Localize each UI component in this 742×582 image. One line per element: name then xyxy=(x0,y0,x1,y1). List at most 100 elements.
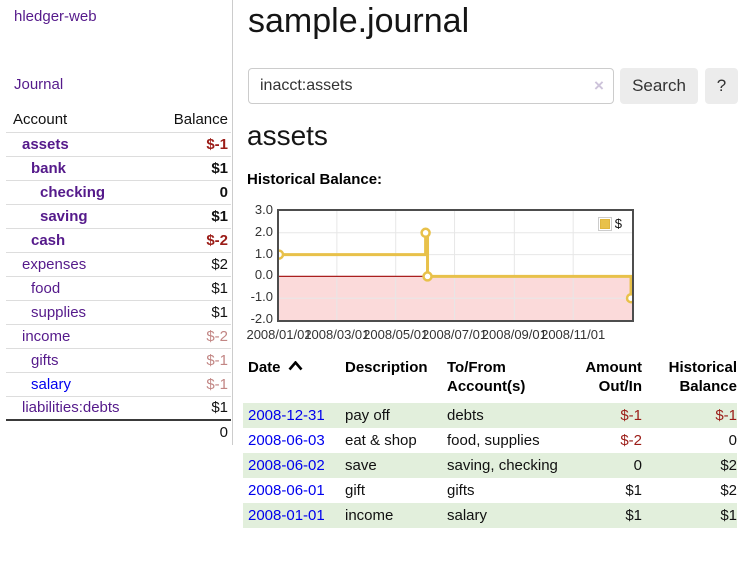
x-axis-tick-label: 2008/07/01 xyxy=(421,327,488,342)
register-header-amount-out-in[interactable]: Amount Out/In xyxy=(577,358,642,403)
account-heading: assets xyxy=(247,120,328,151)
account-balance: $1 xyxy=(155,155,231,180)
account-name-cell[interactable]: salary xyxy=(6,371,156,396)
transaction-date-link[interactable]: 2008-01-01 xyxy=(248,507,325,524)
brand-link[interactable]: hledger-web xyxy=(14,8,97,25)
search-form: × Search ? xyxy=(243,68,738,104)
register-description-cell: save xyxy=(345,457,377,474)
account-link-salary[interactable]: salary xyxy=(31,375,72,393)
accounts-total-value: 0 xyxy=(155,419,231,444)
register-date-cell[interactable]: 2008-06-02 xyxy=(243,453,345,478)
register-amount-cell: 0 xyxy=(633,457,642,474)
account-row: bank $1 xyxy=(6,155,231,180)
account-link-food[interactable]: food xyxy=(31,279,61,297)
account-name-cell[interactable]: cash xyxy=(6,227,156,252)
account-link-bank[interactable]: bank xyxy=(31,159,67,177)
transaction-date-link[interactable]: 2008-06-01 xyxy=(248,482,325,499)
x-axis-tick-label: 2008/09/01 xyxy=(481,327,547,342)
register-amount-cell: $-1 xyxy=(620,407,642,424)
y-axis-tick-label: 1.0 xyxy=(254,245,273,261)
register-header-row: Date Description To/From Account(s) Amount … xyxy=(243,358,737,403)
account-name-cell[interactable]: liabilities:debts xyxy=(6,395,156,420)
data-point-marker xyxy=(420,227,431,239)
transaction-date-link[interactable]: 2008-06-02 xyxy=(248,457,325,474)
y-axis-tick-label: -2.0 xyxy=(250,311,273,326)
main-content: sample.journal × Search ? assets Histori… xyxy=(243,0,738,582)
accounts-header-account: Account xyxy=(13,111,68,129)
chart-plot-area[interactable]: $ xyxy=(277,209,634,322)
account-name-cell[interactable]: gifts xyxy=(6,347,156,372)
account-link-checking[interactable]: checking xyxy=(40,183,106,201)
account-name-cell[interactable]: checking xyxy=(6,179,156,204)
account-name-cell[interactable]: bank xyxy=(6,155,156,180)
register-date-cell[interactable]: 2008-01-01 xyxy=(243,503,345,528)
account-row: saving $1 xyxy=(6,203,231,228)
clear-search-icon[interactable]: × xyxy=(594,76,604,95)
register-balance-cell: 0 xyxy=(728,432,737,449)
y-axis-tick-label: -1.0 xyxy=(250,289,273,305)
account-balance: $2 xyxy=(155,251,231,276)
account-link-cash[interactable]: cash xyxy=(31,231,66,249)
account-link-liabilities-debts[interactable]: liabilities:debts xyxy=(22,399,120,417)
account-link-saving[interactable]: saving xyxy=(40,207,88,225)
legend-label: $ xyxy=(614,216,622,231)
account-link-gifts[interactable]: gifts xyxy=(31,351,59,369)
account-balance: 0 xyxy=(155,179,231,204)
account-row: cash $-2 xyxy=(6,227,231,252)
account-balance: $1 xyxy=(155,203,231,228)
data-point-marker xyxy=(625,292,632,304)
account-row: income $-2 xyxy=(6,323,231,348)
register-date-cell[interactable]: 2008-12-31 xyxy=(243,403,345,428)
account-name-cell[interactable]: expenses xyxy=(6,251,156,276)
help-button[interactable]: ? xyxy=(705,68,738,104)
y-axis-tick-label: 3.0 xyxy=(254,202,273,217)
account-name-cell[interactable]: assets xyxy=(6,131,156,156)
account-row: assets $-1 xyxy=(6,131,231,156)
register-header-label: Description xyxy=(345,359,428,376)
account-link-assets[interactable]: assets xyxy=(22,135,69,153)
transaction-date-link[interactable]: 2008-06-03 xyxy=(248,432,325,449)
accounts-total-spacer xyxy=(6,419,156,444)
register-header-label: Date xyxy=(248,359,281,376)
account-link-income[interactable]: income xyxy=(22,327,71,345)
account-balance: $-1 xyxy=(155,347,231,372)
chart-legend: $ xyxy=(597,216,622,231)
account-balance: $1 xyxy=(155,395,231,420)
chart-title: Historical Balance: xyxy=(247,171,383,188)
register-date-cell[interactable]: 2008-06-01 xyxy=(243,478,345,503)
register-header-to-from-account-s-[interactable]: To/From Account(s) xyxy=(447,358,577,403)
account-link-expenses[interactable]: expenses xyxy=(22,255,87,273)
account-name-cell[interactable]: income xyxy=(6,323,156,348)
register-date-cell[interactable]: 2008-06-03 xyxy=(243,428,345,453)
register-accounts-cell: food, supplies xyxy=(447,432,540,449)
account-name-cell[interactable]: food xyxy=(6,275,156,300)
sidebar-item-journal[interactable]: Journal xyxy=(14,76,64,93)
account-balance: $1 xyxy=(155,275,231,300)
account-row: gifts $-1 xyxy=(6,347,231,372)
search-button[interactable]: Search xyxy=(620,68,698,104)
register-amount-cell: $-2 xyxy=(620,432,642,449)
account-balance: $1 xyxy=(155,299,231,324)
register-row: 2008-12-31 pay off debts $-1 $-1 xyxy=(243,403,737,428)
register-header-description[interactable]: Description xyxy=(345,358,447,403)
accounts-total-row: 0 xyxy=(6,419,231,444)
account-link-supplies[interactable]: supplies xyxy=(31,303,87,321)
account-name-cell[interactable]: saving xyxy=(6,203,156,228)
register-header-label: Historical Balance xyxy=(668,359,737,395)
register-table: Date Description To/From Account(s) Amount … xyxy=(243,358,737,528)
x-axis-tick-label: 2008/05/01 xyxy=(363,327,429,342)
transaction-date-link[interactable]: 2008-12-31 xyxy=(248,407,325,424)
register-accounts-cell: debts xyxy=(447,407,484,424)
account-row: expenses $2 xyxy=(6,251,231,276)
account-row: supplies $1 xyxy=(6,299,231,324)
register-row: 2008-06-02 save saving, checking 0 $2 xyxy=(243,453,737,478)
register-row: 2008-06-01 gift gifts $1 $2 xyxy=(243,478,737,503)
account-row: liabilities:debts $1 xyxy=(6,395,231,420)
register-header-historical-balance[interactable]: Historical Balance xyxy=(642,358,737,403)
register-header-label: Amount Out/In xyxy=(585,359,642,395)
account-row: salary $-1 xyxy=(6,371,231,396)
register-header-date[interactable]: Date xyxy=(243,358,345,403)
search-input[interactable] xyxy=(248,68,614,104)
account-name-cell[interactable]: supplies xyxy=(6,299,156,324)
